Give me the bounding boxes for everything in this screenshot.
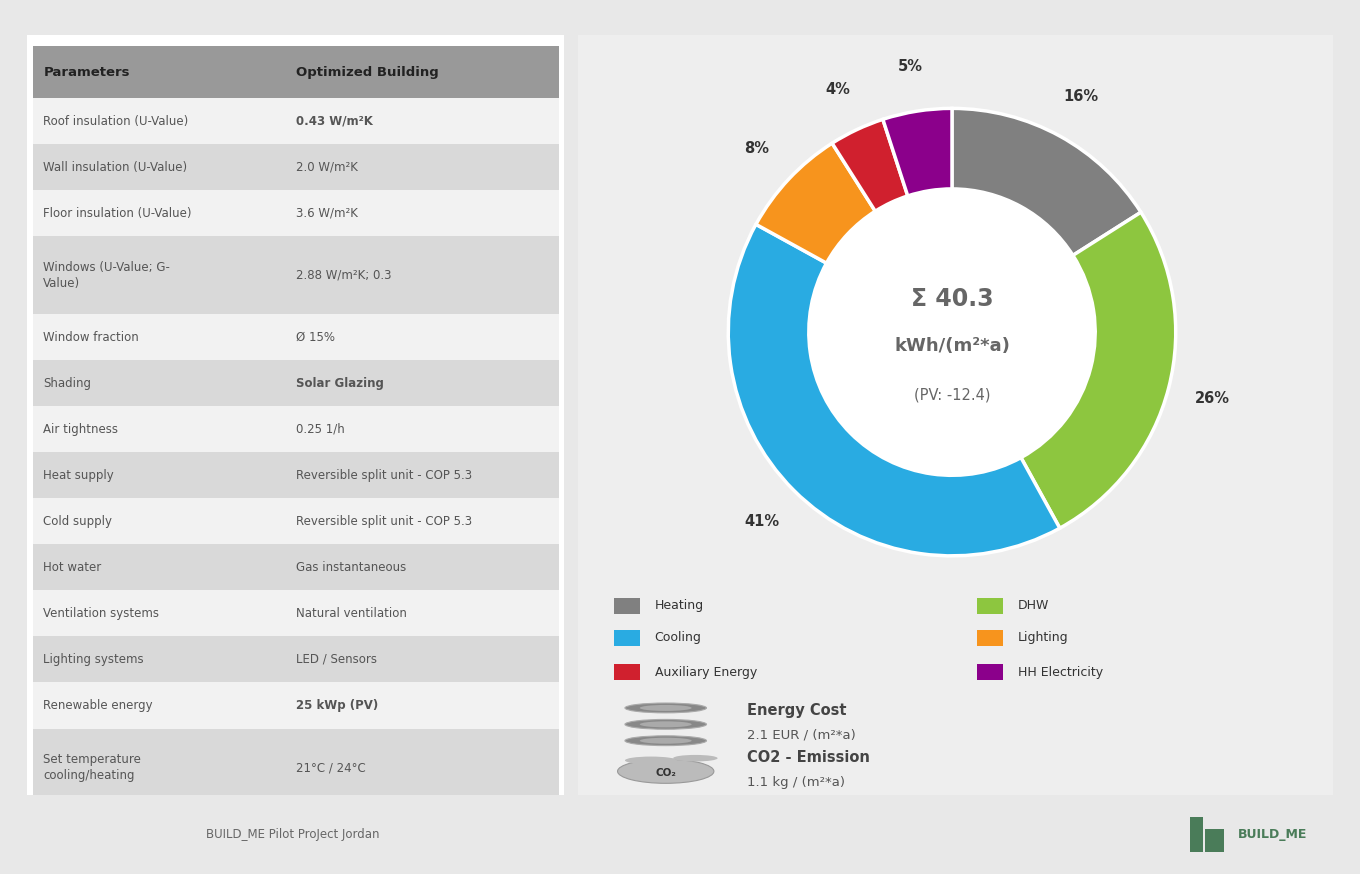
Text: Renewable energy: Renewable energy	[44, 699, 152, 712]
Text: 25 kWp (PV): 25 kWp (PV)	[296, 699, 378, 712]
Text: kWh/(m²*a): kWh/(m²*a)	[894, 336, 1010, 355]
Bar	[33, 683, 559, 729]
Text: 0.25 1/h: 0.25 1/h	[296, 423, 344, 436]
Text: Cooling: Cooling	[654, 631, 702, 644]
Text: Natural ventilation: Natural ventilation	[296, 607, 407, 620]
Text: Window fraction: Window fraction	[44, 331, 139, 343]
Ellipse shape	[639, 738, 692, 744]
Text: Auxiliary Energy: Auxiliary Energy	[654, 665, 758, 678]
Text: BUILD_ME: BUILD_ME	[1238, 829, 1307, 841]
Text: Heat supply: Heat supply	[44, 469, 114, 482]
Text: Cold supply: Cold supply	[44, 515, 113, 528]
Ellipse shape	[626, 703, 706, 713]
Text: Hot water: Hot water	[44, 561, 102, 574]
Bar	[976, 664, 1002, 680]
Text: 1.1 kg / (m²*a): 1.1 kg / (m²*a)	[747, 776, 846, 788]
Text: Shading: Shading	[44, 377, 91, 390]
Bar	[33, 315, 559, 360]
Text: HH Electricity: HH Electricity	[1017, 665, 1103, 678]
Bar	[33, 360, 559, 406]
Text: 2.88 W/m²K; 0.3: 2.88 W/m²K; 0.3	[296, 268, 392, 281]
Text: Roof insulation (U-Value): Roof insulation (U-Value)	[44, 114, 189, 128]
Bar	[613, 630, 639, 646]
Bar	[33, 406, 559, 453]
Text: 3.6 W/m²K: 3.6 W/m²K	[296, 206, 358, 219]
Bar	[33, 729, 559, 807]
Text: Reversible split unit - COP 5.3: Reversible split unit - COP 5.3	[296, 515, 472, 528]
Bar	[33, 236, 559, 315]
Bar	[33, 591, 559, 636]
Text: DHW: DHW	[1017, 600, 1049, 612]
Text: (PV: -12.4): (PV: -12.4)	[914, 387, 990, 402]
Text: 41%: 41%	[744, 515, 779, 530]
Ellipse shape	[617, 760, 714, 783]
Bar	[33, 191, 559, 236]
Bar	[33, 453, 559, 498]
Text: 2.1 EUR / (m²*a): 2.1 EUR / (m²*a)	[747, 729, 855, 742]
Bar	[33, 46, 559, 98]
Text: LED / Sensors: LED / Sensors	[296, 653, 377, 666]
Wedge shape	[952, 108, 1141, 255]
Text: CO₂: CO₂	[656, 768, 676, 779]
Text: 26%: 26%	[1194, 392, 1229, 406]
Bar	[33, 636, 559, 683]
Text: Solar Glazing: Solar Glazing	[296, 377, 384, 390]
Bar	[33, 144, 559, 191]
Wedge shape	[756, 143, 876, 263]
Text: 2.0 W/m²K: 2.0 W/m²K	[296, 161, 358, 174]
Text: Set temperature
cooling/heating: Set temperature cooling/heating	[44, 753, 141, 782]
Text: BUILD_ME Pilot ProJect Jordan: BUILD_ME Pilot ProJect Jordan	[205, 829, 379, 841]
Text: Floor insulation (U-Value): Floor insulation (U-Value)	[44, 206, 192, 219]
Ellipse shape	[639, 721, 692, 727]
Text: CO2 - Emission: CO2 - Emission	[747, 750, 870, 765]
Ellipse shape	[626, 757, 677, 764]
Circle shape	[809, 189, 1095, 475]
Wedge shape	[1021, 212, 1176, 528]
Bar	[976, 598, 1002, 614]
Ellipse shape	[626, 736, 706, 746]
Text: Energy Cost: Energy Cost	[747, 703, 847, 718]
Text: Air tightness: Air tightness	[44, 423, 118, 436]
Bar	[1190, 817, 1204, 852]
Ellipse shape	[626, 719, 706, 729]
Text: Reversible split unit - COP 5.3: Reversible split unit - COP 5.3	[296, 469, 472, 482]
Text: 8%: 8%	[744, 141, 768, 156]
Wedge shape	[883, 108, 952, 196]
Text: Optimized Building: Optimized Building	[296, 66, 438, 79]
Wedge shape	[728, 225, 1059, 556]
Text: 0.43 W/m²K: 0.43 W/m²K	[296, 114, 373, 128]
Text: Lighting: Lighting	[1017, 631, 1069, 644]
Ellipse shape	[673, 755, 718, 761]
Wedge shape	[832, 120, 907, 212]
Bar	[613, 598, 639, 614]
Bar	[33, 498, 559, 545]
Text: 16%: 16%	[1064, 89, 1099, 104]
Text: Ventilation systems: Ventilation systems	[44, 607, 159, 620]
Text: Heating: Heating	[654, 600, 703, 612]
Bar	[613, 664, 639, 680]
Bar	[976, 630, 1002, 646]
Text: Σ 40.3: Σ 40.3	[911, 287, 993, 310]
Text: 4%: 4%	[826, 81, 850, 97]
Text: Wall insulation (U-Value): Wall insulation (U-Value)	[44, 161, 188, 174]
Bar	[1205, 829, 1224, 852]
Text: Ø 15%: Ø 15%	[296, 331, 335, 343]
Bar	[33, 545, 559, 591]
Bar	[33, 98, 559, 144]
Text: Lighting systems: Lighting systems	[44, 653, 144, 666]
Text: Windows (U-Value; G-
Value): Windows (U-Value; G- Value)	[44, 260, 170, 290]
Text: Gas instantaneous: Gas instantaneous	[296, 561, 407, 574]
Text: Parameters: Parameters	[44, 66, 129, 79]
Text: 21°C / 24°C: 21°C / 24°C	[296, 761, 366, 774]
Text: 5%: 5%	[898, 59, 922, 74]
Ellipse shape	[639, 705, 692, 711]
